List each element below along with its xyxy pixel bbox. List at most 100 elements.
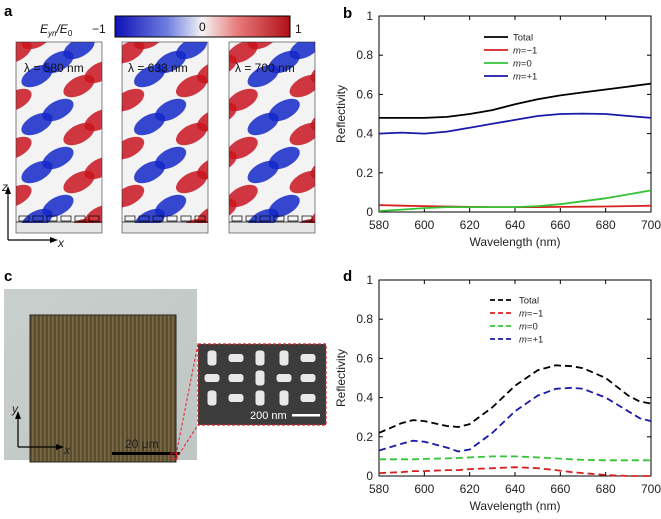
y-axis-label: Reflectivity — [334, 85, 348, 143]
micro-axis-x-label: x — [63, 443, 71, 457]
sem-nanostructure — [300, 394, 316, 402]
sem-nanostructure — [255, 370, 265, 386]
nanostructure-outline — [166, 215, 178, 222]
field-lobe — [328, 176, 366, 208]
field-lobe — [307, 8, 345, 40]
y-tick-label: 0.2 — [356, 166, 373, 180]
sem-scale-bar — [292, 414, 320, 417]
y-tick-label: 1 — [366, 9, 373, 23]
panel-letter-a: a — [4, 3, 13, 20]
x-tick-label: 620 — [460, 218, 480, 232]
nanostructure-outline — [74, 215, 86, 222]
colorbar-gradient — [114, 15, 291, 38]
field-lobe — [0, 194, 14, 226]
field-lobe — [63, 122, 95, 146]
field-lobe — [0, 50, 14, 82]
field-maps — [0, 0, 408, 290]
field-lobe — [63, 74, 95, 98]
sem-nanostructure — [228, 374, 244, 382]
chart-panel-d: 580 600 620 640 660 680 700 0 0.2 0.4 0.6 0.8 1 Wavel… — [334, 273, 661, 513]
field-lobe — [16, 42, 32, 64]
sem-nanostructure — [300, 354, 316, 362]
field-lobe — [21, 160, 53, 184]
legend-label: m=0 — [513, 59, 532, 70]
y-tick-label: 0.8 — [356, 48, 373, 62]
sem-nanostructure — [255, 390, 265, 406]
field-lobe — [122, 136, 145, 160]
field-map-2 — [67, 0, 294, 290]
substrate — [229, 223, 315, 233]
y-tick-label: 0.4 — [356, 391, 373, 405]
field-lobe — [123, 258, 161, 290]
colorbar-max-label: 1 — [295, 22, 302, 36]
field-lobe — [122, 42, 145, 64]
zoom-marker — [170, 452, 178, 460]
y-tick-label: 0 — [366, 205, 373, 219]
nanostructure-outline — [259, 215, 271, 222]
axis-z-label: z — [1, 180, 8, 194]
micrograph-axes: y x — [11, 402, 71, 457]
grating-outline — [29, 314, 177, 463]
x-tick-label: 680 — [596, 218, 616, 232]
lambda-label-3: λ = 700 nm — [235, 61, 295, 75]
nanostructure-outline — [301, 215, 313, 222]
panel-letter-c: c — [4, 268, 12, 285]
series-line-Total — [378, 364, 652, 434]
panel-letter-b: b — [343, 5, 352, 22]
field-lobe — [181, 0, 219, 10]
x-tick-label: 640 — [505, 218, 525, 232]
field-lobe — [235, 258, 273, 290]
field-lobe — [67, 0, 105, 10]
nanostructure-outline — [46, 215, 58, 222]
sem-nanostructure — [204, 374, 220, 382]
field-lobe — [16, 184, 32, 208]
nanostructure-outline — [138, 215, 150, 222]
legend-label: Total — [519, 296, 539, 307]
nanostructure-outline — [32, 215, 44, 222]
nanostructure-outline — [273, 215, 285, 222]
field-lobe — [0, 98, 14, 130]
y-axis-label: Reflectivity — [334, 349, 348, 407]
x-tick-label: 600 — [414, 482, 434, 496]
panel-a-axes: z x — [1, 180, 65, 250]
sem-nanostructure — [228, 394, 244, 402]
field-lobe — [256, 234, 294, 266]
x-tick-label: 580 — [369, 482, 389, 496]
scale-bar — [112, 452, 180, 455]
nanostructure-outline — [152, 215, 164, 222]
y-tick-label: 0 — [366, 469, 373, 483]
plot-frame — [378, 279, 652, 477]
sem-nanostructures — [204, 350, 316, 406]
colorbar-label: Eyn/E0 — [40, 22, 73, 38]
field-lobe — [144, 234, 182, 266]
zoom-line-bottom — [175, 424, 199, 460]
nanostructure-outline — [180, 215, 192, 222]
sem-nanostructure — [255, 350, 265, 366]
field-lobe — [176, 122, 208, 146]
field-lobe — [122, 88, 145, 112]
zoom-line-top — [175, 343, 199, 456]
field-lobe — [81, 248, 119, 280]
x-tick-label: 680 — [596, 482, 616, 496]
field-lobe — [370, 138, 408, 170]
field-lobe — [134, 160, 166, 184]
sem-nanostructure — [276, 374, 292, 382]
sem-nanostructure — [207, 390, 217, 406]
field-lobe — [21, 112, 53, 136]
x-tick-label: 600 — [414, 218, 434, 232]
x-axis-label: Wavelength (nm) — [470, 235, 561, 249]
field-lobe — [328, 224, 366, 256]
lambda-label-2: λ = 633 nm — [128, 61, 188, 75]
field-lobe — [289, 170, 315, 194]
field-lobe — [193, 248, 231, 280]
series-line-0 — [378, 189, 652, 212]
field-lobe — [370, 234, 408, 266]
micro-axis-y-label: y — [11, 402, 19, 416]
field-lobe — [16, 136, 32, 160]
sem-nanostructure — [300, 374, 316, 382]
series-line-1 — [378, 112, 652, 135]
micrograph: y x 20 μm — [4, 289, 197, 463]
colorbar: Eyn/E0 −1 0 1 — [40, 15, 302, 38]
field-lobe — [134, 112, 166, 136]
field-lobe — [289, 122, 315, 146]
